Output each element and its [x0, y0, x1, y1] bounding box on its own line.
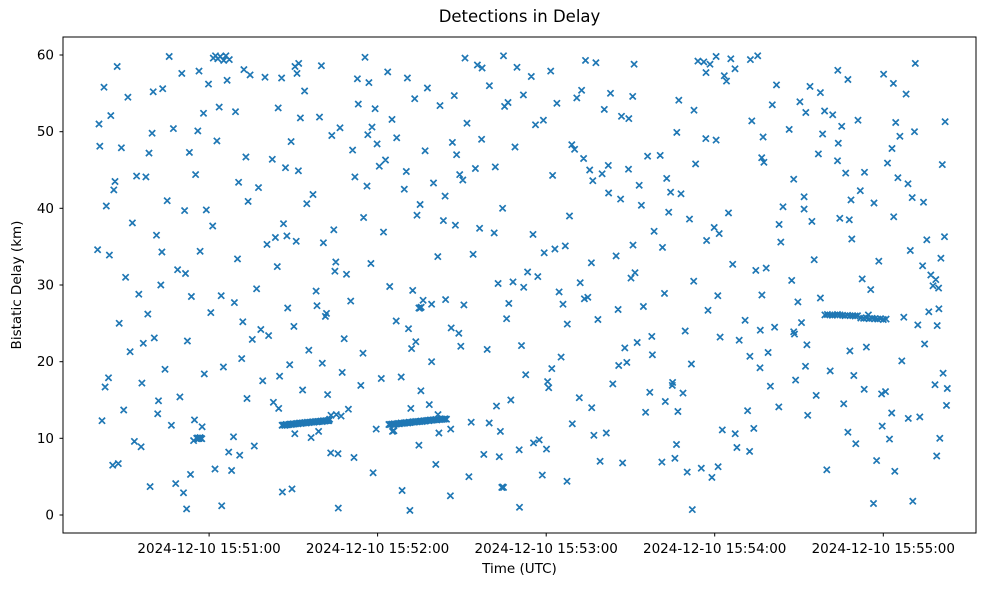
x-tick-label: 2024-12-10 15:52:00	[306, 541, 449, 557]
y-tick-label: 40	[37, 201, 54, 217]
y-tick-label: 10	[37, 431, 54, 447]
plot-border	[62, 36, 977, 534]
x-tick-label: 2024-12-10 15:55:00	[812, 541, 955, 557]
y-tick-label: 20	[37, 354, 54, 370]
x-tick-label: 2024-12-10 15:53:00	[475, 541, 618, 557]
y-tick-label: 0	[45, 508, 54, 524]
scatter-points	[93, 52, 952, 515]
y-tick-label: 60	[37, 48, 54, 64]
y-tick-label: 30	[37, 278, 54, 294]
x-tick-label: 2024-12-10 15:51:00	[137, 541, 280, 557]
y-axis-label: Bistatic Delay (km)	[9, 220, 25, 350]
chart-title: Detections in Delay	[438, 7, 601, 26]
x-tick-label: 2024-12-10 15:54:00	[643, 541, 786, 557]
x-axis-label: Time (UTC)	[482, 561, 557, 577]
y-tick-label: 50	[37, 124, 54, 140]
